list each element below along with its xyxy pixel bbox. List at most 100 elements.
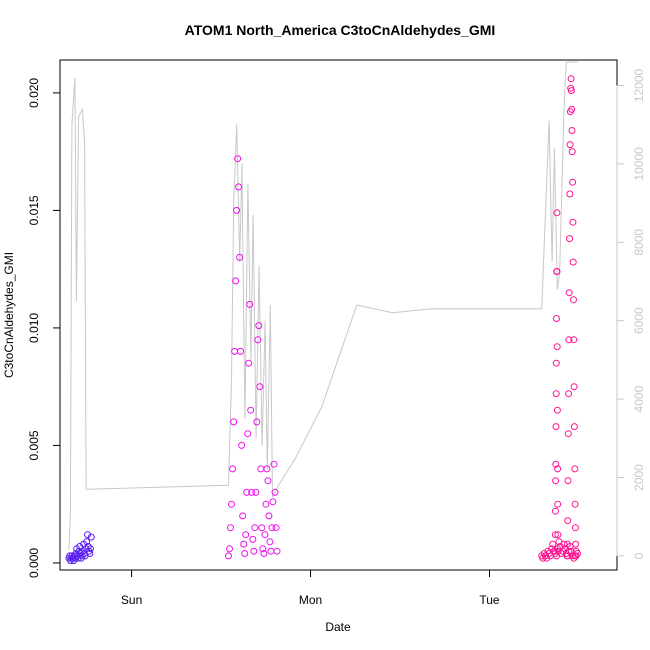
data-point-s2-g1-2: [552, 507, 559, 515]
data-point-s2-g2-19: [569, 218, 577, 226]
data-point-s1-g0-9: [234, 155, 242, 163]
data-point-s0-g0-29: [87, 533, 95, 541]
data-point-s2-g0-24: [567, 547, 575, 555]
data-point-s1-g0-20: [245, 359, 253, 367]
y-tick-label-1: 0.005: [27, 430, 41, 460]
y-tick-label-3: 0.015: [27, 195, 41, 225]
data-point-s2-g1-15: [554, 500, 562, 508]
data-point-s1-g0-27: [252, 488, 260, 496]
secondary-series-line: [68, 61, 579, 551]
data-point-s2-g1-7: [552, 359, 560, 367]
data-point-s2-g1-0: [551, 547, 559, 555]
data-point-s1-g0-26: [251, 524, 259, 532]
data-point-s2-g2-22: [570, 336, 578, 344]
data-point-s2-g2-20: [569, 258, 577, 266]
y2-tick-label-1: 2000: [632, 464, 646, 491]
y-axis-label: C3toCnAldehydes_GMI: [2, 252, 16, 378]
data-point-s1-g0-14: [239, 512, 247, 520]
data-point-s1-g0-39: [264, 477, 272, 485]
y-tick-label-2: 0.010: [27, 313, 41, 343]
points-layer: [65, 75, 581, 565]
data-point-s2-g1-16: [554, 531, 562, 539]
data-point-s2-g0-9: [549, 540, 557, 548]
data-point-s1-g0-15: [240, 540, 248, 548]
data-point-s1-g0-43: [268, 524, 276, 532]
x-axis: Sun Mon Tue: [121, 569, 500, 607]
data-point-s1-g0-28: [253, 418, 261, 426]
data-point-s0-g0-28: [87, 545, 94, 553]
data-point-s1-g0-6: [231, 347, 239, 355]
data-point-s2-g1-10: [553, 209, 561, 217]
data-point-s1-g0-17: [242, 531, 250, 539]
data-point-s1-g0-32: [257, 465, 265, 473]
y2-tick-label-3: 6000: [632, 307, 646, 334]
data-point-s2-g2-26: [571, 500, 579, 508]
data-point-s2-g1-14: [554, 465, 562, 473]
data-point-s1-g0-19: [244, 430, 252, 438]
data-point-s2-g2-17: [568, 148, 576, 156]
data-point-s1-g0-12: [237, 347, 245, 355]
data-point-s2-g1-6: [552, 390, 560, 398]
data-point-s2-g2-16: [568, 127, 576, 134]
data-point-s1-g0-33: [258, 524, 266, 532]
y-axis-left: 0.000 0.005 0.010 0.015 0.020: [27, 78, 61, 578]
data-point-s2-g2-15: [568, 105, 576, 113]
data-point-s2-g2-6: [565, 336, 573, 344]
data-point-s1-g0-0: [225, 552, 232, 560]
data-point-s1-g0-25: [250, 547, 258, 555]
data-point-s0-g0-23: [83, 538, 91, 546]
data-point-s1-g0-30: [255, 322, 263, 330]
y-tick-label-0: 0.000: [27, 548, 41, 578]
data-point-s1-g0-36: [261, 531, 269, 539]
data-point-s1-g0-8: [233, 206, 241, 214]
data-point-s1-g0-1: [226, 545, 233, 553]
data-point-s1-g0-2: [227, 524, 234, 532]
data-point-s1-g0-3: [228, 500, 235, 508]
data-point-s2-g2-25: [571, 465, 579, 473]
data-point-s1-g0-35: [260, 550, 268, 557]
y2-tick-label-5: 10000: [632, 147, 646, 181]
x-tick-label-1: Mon: [299, 593, 322, 607]
data-point-s1-g0-21: [246, 300, 254, 308]
data-point-s1-g0-23: [248, 488, 256, 496]
data-point-s1-g0-34: [259, 545, 267, 553]
data-point-s1-g0-47: [272, 524, 280, 532]
data-point-s1-g0-37: [262, 500, 270, 508]
data-point-s1-g0-13: [238, 441, 246, 449]
data-point-s1-g0-22: [247, 406, 255, 414]
plot-frame: [59, 59, 618, 571]
data-point-s2-g2-21: [570, 296, 577, 304]
data-point-s2-g2-2: [564, 517, 572, 525]
data-point-s2-g1-12: [553, 343, 561, 351]
data-point-s2-g1-11: [553, 268, 561, 275]
secondary-line-layer: [68, 61, 579, 551]
data-point-s2-g2-10: [566, 141, 574, 149]
data-point-s1-g0-18: [243, 488, 251, 496]
data-point-s1-g0-46: [271, 488, 279, 496]
data-point-s2-g0-22: [565, 547, 573, 555]
y-tick-label-4: 0.020: [27, 78, 41, 108]
data-point-s2-g2-8: [566, 235, 573, 243]
data-point-s2-g1-4: [552, 460, 560, 468]
x-tick-label-0: Sun: [121, 593, 142, 607]
data-point-s1-g0-45: [270, 460, 278, 468]
data-point-s1-g0-40: [265, 512, 273, 520]
data-point-s2-g2-3: [564, 477, 572, 485]
data-point-s2-g2-28: [572, 540, 580, 548]
data-point-s2-g1-13: [553, 406, 561, 414]
data-point-s2-g2-23: [570, 383, 578, 391]
data-point-s2-g2-4: [564, 430, 572, 438]
y2-tick-label-2: 4000: [632, 385, 646, 412]
data-point-s0-g0-17: [78, 552, 86, 560]
data-point-s1-g0-42: [267, 547, 275, 555]
data-point-s1-g0-10: [235, 183, 243, 191]
data-point-s2-g2-9: [566, 190, 574, 198]
data-point-s1-g0-48: [273, 547, 281, 555]
data-point-s1-g0-4: [229, 465, 237, 473]
data-point-s2-g2-5: [565, 390, 573, 398]
data-point-s1-g0-11: [236, 253, 244, 261]
data-point-s1-g0-41: [266, 538, 274, 546]
x-axis-label: Date: [325, 620, 351, 634]
data-point-s1-g0-7: [232, 277, 240, 285]
data-point-s2-g2-27: [571, 524, 579, 532]
